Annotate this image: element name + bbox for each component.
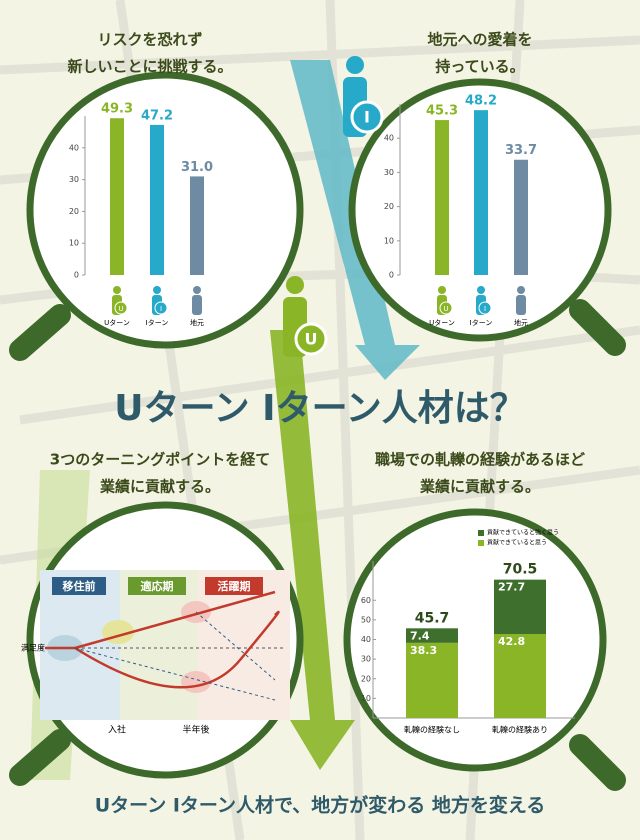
segment-label: 42.8: [498, 635, 525, 648]
y-label: 満足度: [21, 643, 45, 653]
diagram-title: 3つのターニングポイントを経て: [50, 451, 270, 469]
bar-segment: [494, 634, 546, 718]
y-tick-label: 10: [361, 694, 371, 703]
chart-title: 職場での軋轢の経験があるほど: [375, 451, 585, 469]
total-label: 45.7: [415, 610, 450, 626]
chart-title: 業績に貢献する。: [419, 478, 540, 496]
x-tick-label: Uターン: [429, 318, 455, 327]
x-tick-label: 軋轢の経験なし: [404, 725, 460, 735]
badge-letter: I: [364, 108, 370, 127]
bar: [110, 118, 124, 275]
value-label: 31.0: [181, 160, 213, 175]
y-tick-label: 50: [361, 615, 371, 624]
x-tick-label: Iターン: [470, 318, 493, 327]
x-label: 半年後: [182, 724, 209, 736]
value-label: 48.2: [465, 94, 497, 109]
y-tick-label: 40: [361, 635, 371, 644]
y-tick-label: 10: [69, 239, 79, 248]
bar: [190, 176, 204, 275]
x-tick-label: 地元: [514, 318, 528, 327]
icon-letter: U: [118, 305, 123, 313]
chart-title: 新しいことに挑戦する。: [67, 58, 232, 76]
chart-title: 持っている。: [435, 58, 524, 76]
icon-badge: [439, 301, 453, 315]
legend-label: 貢献できていると思う: [487, 539, 547, 547]
icon-badge: [114, 301, 128, 315]
icon-badge: [154, 301, 168, 315]
chart-title: 地元への愛着を: [427, 31, 532, 49]
bar: [150, 124, 164, 276]
icon-head: [477, 286, 485, 294]
badge-letter: U: [305, 330, 318, 349]
icon-letter: I: [160, 305, 162, 313]
diagram: 移住前 適応期 活躍期 満足度 入社 半年後: [21, 570, 290, 736]
legend-swatch: [478, 530, 484, 536]
segment-label: 38.3: [410, 644, 437, 657]
value-label: 47.2: [141, 108, 173, 123]
legend-label: 貢献できていると強く思う: [487, 529, 559, 537]
icon-head: [113, 286, 121, 294]
diagram-title: 業績に貢献する。: [99, 478, 220, 496]
x-tick-label: Iターン: [146, 318, 169, 327]
y-tick-label: 40: [69, 143, 79, 152]
bar: [474, 110, 488, 275]
bar-segment: [406, 628, 458, 643]
icon-body: [516, 295, 526, 315]
y-tick-label: 30: [384, 168, 394, 177]
icon-body: [192, 295, 202, 315]
total-label: 70.5: [503, 562, 538, 578]
footer: Uターン Iターン人材で、地方が変わる 地方を変える: [95, 794, 546, 817]
y-tick-label: 10: [384, 236, 394, 245]
icon-badge: [478, 301, 492, 315]
value-label: 49.3: [101, 102, 133, 117]
phase-label: 適応期: [141, 579, 174, 593]
x-tick-label: 地元: [190, 318, 204, 327]
bar-segment: [494, 579, 546, 635]
segment-label: 7.4: [410, 629, 430, 642]
icon-head: [153, 286, 161, 294]
y-tick-label: 20: [69, 207, 79, 216]
legend-swatch: [478, 540, 484, 546]
phase-label: 活躍期: [218, 579, 251, 593]
value-label: 33.7: [505, 143, 537, 158]
bar: [514, 159, 528, 275]
icon-head: [193, 286, 201, 294]
arrow-green: [270, 330, 355, 770]
y-tick-label: 20: [361, 674, 371, 683]
x-label: 入社: [108, 724, 126, 736]
icon-head: [438, 286, 446, 294]
y-tick-label: 30: [69, 175, 79, 184]
icon-head: [517, 286, 525, 294]
y-tick-label: 0: [74, 271, 79, 280]
icon-letter: U: [443, 305, 448, 313]
y-tick-label: 0: [389, 271, 394, 280]
phase-label: 移住前: [63, 579, 96, 593]
x-tick-label: 軋轢の経験あり: [492, 725, 548, 735]
y-tick-label: 60: [361, 596, 371, 605]
y-tick-label: 30: [361, 655, 371, 664]
person-icon: I: [343, 56, 384, 137]
person-icon: U: [283, 276, 328, 357]
y-tick-label: 20: [384, 202, 394, 211]
x-tick-label: Uターン: [104, 318, 130, 327]
value-label: 45.3: [426, 104, 458, 119]
chart-title: リスクを恐れず: [97, 31, 202, 49]
bar: [435, 120, 449, 275]
segment-label: 27.7: [498, 581, 525, 594]
bar-segment: [406, 642, 458, 718]
icon-letter: I: [484, 305, 486, 313]
main-title: Uターン Iターン人材は？: [114, 388, 526, 429]
y-tick-label: 40: [384, 134, 394, 143]
